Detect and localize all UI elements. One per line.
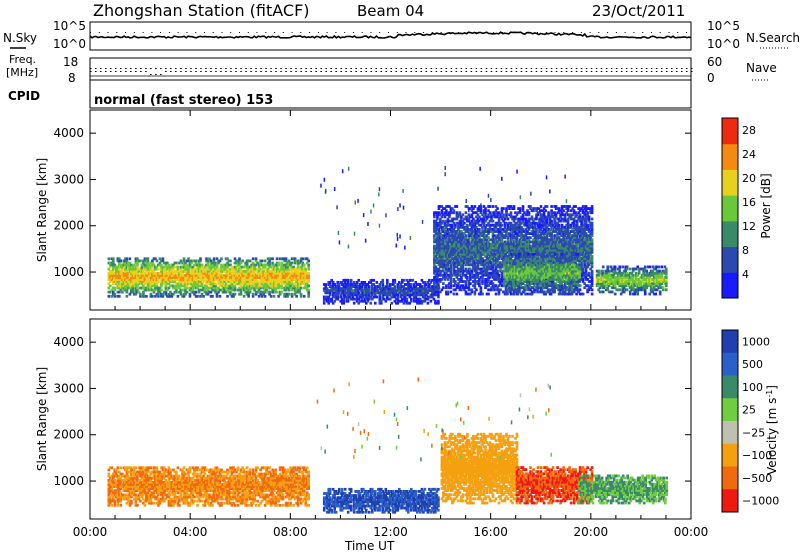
velocity-colorbar: 1000 500 100 25 −25 −100 −500 −1000 (721, 329, 779, 513)
velocity-data (107, 377, 669, 514)
power-colorbar-tick: 28 (742, 124, 756, 137)
cpid-label: CPID (8, 89, 40, 103)
velocity-colorbar-label: Velocity [m s-1] (765, 385, 780, 475)
velocity-colorbar-tick: −100 (742, 449, 772, 462)
power-ylabel: Slant Range [km] (35, 158, 49, 262)
freq-label-1: Freq. (9, 53, 36, 66)
station-title: Zhongshan Station (fitACF) (93, 1, 310, 20)
power-colorbar-band (722, 118, 738, 145)
nsky-label: N.Sky (3, 31, 37, 45)
freq-top-tick: 18 (63, 55, 78, 69)
velocity-colorbar-tick: −1000 (742, 495, 779, 508)
velocity-colorbar-band (722, 398, 738, 422)
freq-trace (90, 68, 693, 77)
power-colorbar-tick: 12 (742, 220, 756, 233)
velocity-colorbar-tick: 100 (742, 381, 763, 394)
nave-top-tick: 60 (707, 55, 722, 69)
velocity-colorbar-band (722, 375, 738, 399)
x-tick-label: 04:00 (173, 525, 208, 539)
velocity-colorbar-tick: 1000 (742, 335, 770, 348)
power-colorbar-band (722, 169, 738, 196)
velocity-y-axis: 1000 2000 3000 4000 (53, 335, 691, 488)
velocity-colorbar-tick: −25 (742, 426, 765, 439)
x-tick-label: 12:00 (373, 525, 408, 539)
velocity-colorbar-tick: 25 (742, 404, 756, 417)
velocity-colorbar-band (722, 466, 738, 490)
noise-right-bottom: 10^0 (707, 37, 740, 51)
freq-label-2: [MHz] (6, 66, 38, 79)
x-tick-label: 00:00 (73, 525, 108, 539)
power-colorbar-band (722, 195, 738, 222)
time-x-axis: 00:00 04:00 08:00 12:00 16:00 20:00 00:00 (73, 110, 709, 539)
power-colorbar-band (722, 143, 738, 170)
velocity-colorbar-band (722, 443, 738, 467)
nsearch-label: N.Search (746, 31, 800, 45)
date-label: 23/Oct/2011 (592, 2, 685, 20)
noise-left-bottom: 10^0 (53, 37, 86, 51)
y-tick-label: 4000 (53, 126, 84, 140)
noise-trace (89, 31, 692, 40)
y-tick-label: 2000 (53, 428, 84, 442)
power-colorbar-tick: 24 (742, 148, 756, 161)
power-colorbar-tick: 16 (742, 196, 756, 209)
power-colorbar: 4 8 12 16 20 24 28 (721, 117, 756, 299)
power-y-axis: 1000 2000 3000 4000 (53, 126, 691, 279)
cpid-text: normal (fast stereo) 153 (94, 93, 273, 108)
velocity-colorbar-tick: −500 (742, 472, 772, 485)
velocity-colorbar-band (722, 489, 738, 513)
power-colorbar-band (722, 246, 738, 273)
y-tick-label: 1000 (53, 265, 84, 279)
y-tick-label: 3000 (53, 172, 84, 186)
x-tick-label: 16:00 (473, 525, 508, 539)
velocity-colorbar-tick: 500 (742, 358, 763, 371)
velocity-colorbar-band (722, 421, 738, 445)
velocity-ylabel: Slant Range [km] (35, 367, 49, 471)
power-colorbar-band (722, 220, 738, 248)
nave-label: Nave (746, 61, 777, 75)
power-colorbar-label: Power [dB] (759, 173, 773, 238)
power-colorbar-tick: 4 (742, 268, 749, 281)
power-colorbar-band (722, 272, 738, 299)
x-tick-label: 00:00 (674, 525, 709, 539)
y-tick-label: 4000 (53, 335, 84, 349)
beam-label: Beam 04 (357, 2, 424, 20)
noise-right-top: 10^5 (707, 19, 740, 33)
y-tick-label: 2000 (53, 219, 84, 233)
nave-bottom-tick: 0 (707, 71, 715, 85)
x-tick-label: 20:00 (574, 525, 609, 539)
power-colorbar-tick: 20 (742, 172, 756, 185)
cpid-panel (89, 79, 692, 109)
y-tick-label: 1000 (53, 474, 84, 488)
freq-bottom-tick: 8 (68, 71, 76, 85)
power-colorbar-tick: 8 (742, 244, 749, 257)
velocity-colorbar-band (722, 330, 738, 354)
x-tick-label: 08:00 (273, 525, 308, 539)
noise-left-top: 10^5 (53, 19, 86, 33)
power-data (107, 165, 668, 305)
time-axis-label: Time UT (344, 539, 395, 553)
y-tick-label: 3000 (53, 381, 84, 395)
velocity-colorbar-band (722, 352, 738, 376)
